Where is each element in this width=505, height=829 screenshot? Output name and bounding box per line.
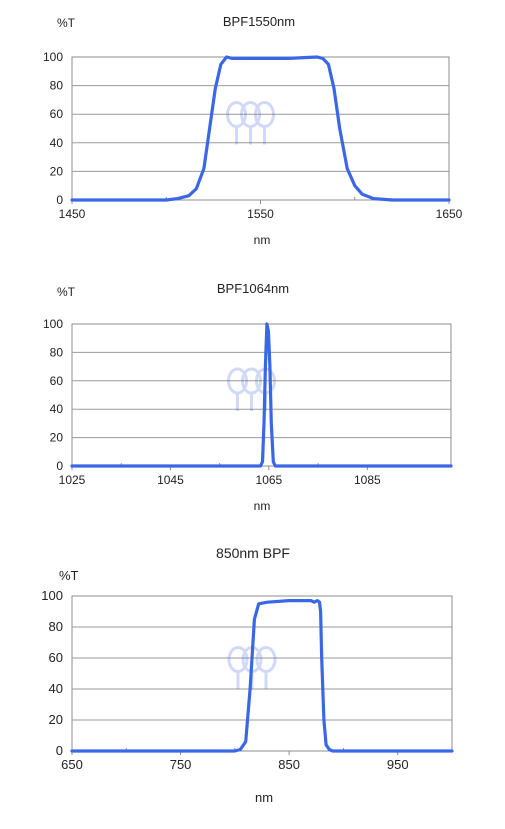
y-axis-label: %T — [57, 16, 76, 30]
x-tick-label: 1650 — [436, 207, 463, 221]
y-tick-label: 0 — [56, 193, 63, 207]
x-tick-label: 1065 — [256, 473, 283, 487]
y-axis-label: %T — [59, 568, 79, 583]
y-tick-label: 20 — [50, 164, 64, 178]
x-tick-label: 850 — [278, 757, 300, 772]
x-tick-label: 1085 — [354, 473, 381, 487]
chart-title: BPF1550nm — [223, 14, 295, 29]
y-axis-label: %T — [57, 285, 76, 299]
y-tick-label: 40 — [49, 681, 63, 696]
watermark-logo — [226, 101, 275, 145]
series-line — [70, 55, 451, 202]
series-line — [70, 598, 454, 753]
x-tick-label: 1450 — [59, 207, 86, 221]
y-tick-label: 80 — [49, 619, 63, 634]
plot-area — [71, 595, 453, 752]
y-tick-label: 80 — [50, 345, 64, 359]
x-tick-label: 650 — [61, 757, 83, 772]
y-tick-label: 0 — [56, 743, 63, 758]
chart-2: 0 20 40 60 80 100 1025 1045 1065 1085 BPF1064nm %T n… — [43, 281, 453, 513]
series-line — [70, 322, 453, 468]
plot-area — [71, 323, 452, 467]
chart-3: 0 20 40 60 80 100 650 750 850 950 850nm BPF %T nm — [41, 545, 454, 805]
x-tick-label: 750 — [170, 757, 192, 772]
x-axis-label: nm — [255, 790, 273, 805]
x-tick-label: 1025 — [59, 473, 86, 487]
y-tick-label: 20 — [50, 431, 64, 445]
x-tick-label: 1550 — [247, 207, 274, 221]
x-tick-label: 1045 — [157, 473, 184, 487]
chart-1: 0 20 40 60 80 100 1450 1550 1650 BPF1550nm %T nm — [43, 14, 463, 247]
chart-title: 850nm BPF — [216, 545, 290, 561]
y-tick-label: 60 — [49, 650, 63, 665]
x-axis-label: nm — [254, 499, 271, 513]
plot-area — [71, 56, 450, 201]
y-tick-label: 100 — [43, 317, 63, 331]
y-tick-label: 20 — [49, 712, 63, 727]
y-tick-label: 40 — [50, 136, 64, 150]
y-tick-label: 0 — [56, 459, 63, 473]
x-tick-label: 950 — [387, 757, 409, 772]
chart-title: BPF1064nm — [217, 281, 289, 296]
y-tick-label: 80 — [50, 79, 64, 93]
x-axis-label: nm — [254, 233, 271, 247]
y-tick-label: 40 — [50, 402, 64, 416]
y-tick-label: 60 — [50, 107, 64, 121]
y-tick-label: 60 — [50, 374, 64, 388]
y-tick-label: 100 — [43, 50, 63, 64]
y-tick-label: 100 — [41, 588, 63, 603]
